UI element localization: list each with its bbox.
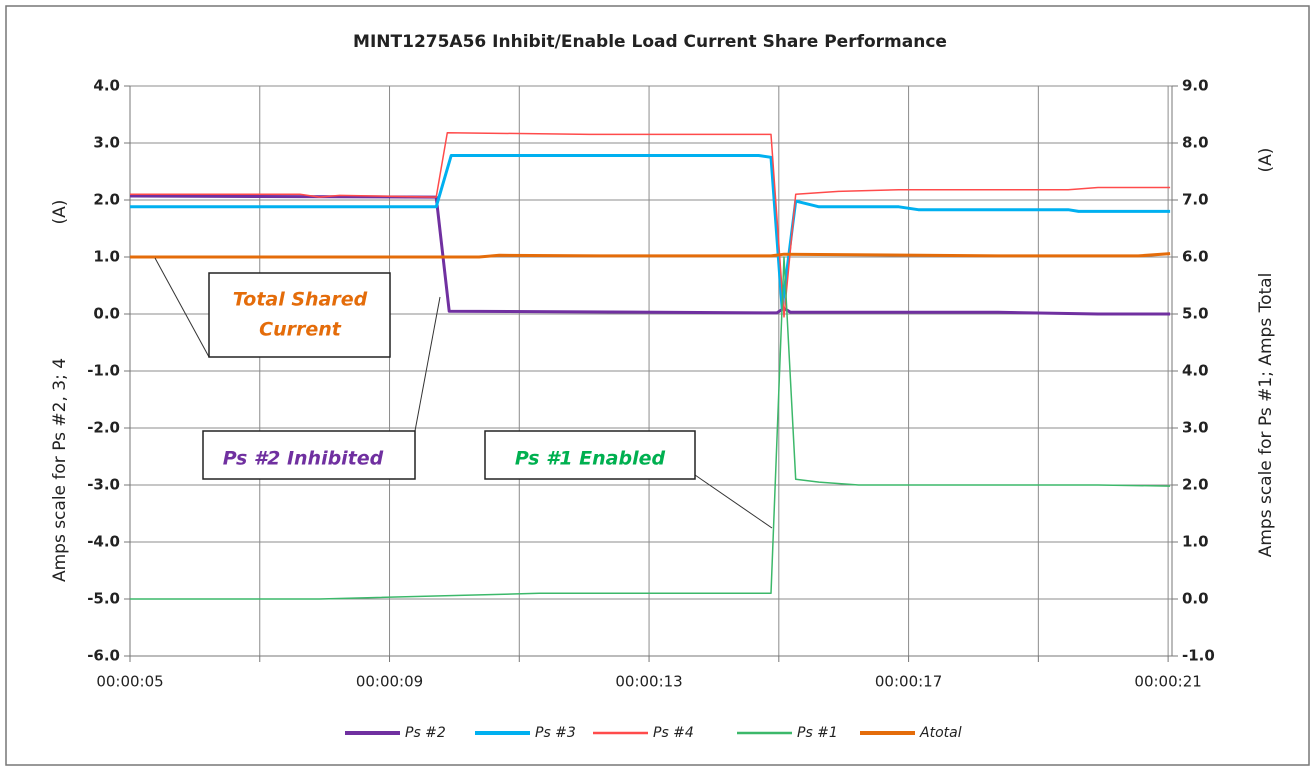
y2-tick-label: 3.0	[1182, 419, 1209, 437]
y2-tick-label: 6.0	[1182, 248, 1209, 266]
x-tick-label: 00:00:17	[875, 673, 942, 691]
x-tick-label: 00:00:13	[615, 673, 682, 691]
y-tick-label: -1.0	[87, 362, 120, 380]
annotation-box	[484, 430, 696, 480]
annotation-text: Current	[259, 319, 342, 341]
annotation-box	[208, 272, 391, 358]
y2-axis-label: Amps scale for Ps #1; Amps Total	[1256, 273, 1276, 558]
annotation-leader	[414, 296, 441, 432]
legend-label: Ps #4	[653, 725, 694, 741]
y2-tick-label: 1.0	[1182, 533, 1209, 551]
y2-tick-label: 2.0	[1182, 476, 1209, 494]
y-unit: (A)	[50, 200, 70, 225]
y-tick-label: 1.0	[93, 248, 120, 266]
annotation-leader	[694, 474, 773, 529]
annotation-box	[202, 430, 416, 480]
y-tick-label: 3.0	[93, 134, 120, 152]
series-line	[130, 252, 1171, 259]
y2-tick-label: 5.0	[1182, 305, 1209, 323]
y-tick-label: -2.0	[87, 419, 120, 437]
series-line	[130, 131, 1171, 318]
y-tick-label: -3.0	[87, 476, 120, 494]
y2-tick-label: -1.0	[1182, 647, 1215, 665]
y2-tick-label: 9.0	[1182, 77, 1209, 95]
y-tick-label: 2.0	[93, 191, 120, 209]
y-tick-label: -4.0	[87, 533, 120, 551]
x-tick-label: 00:00:05	[96, 673, 163, 691]
y-tick-label: 0.0	[93, 305, 120, 323]
y2-unit: (A)	[1256, 148, 1276, 173]
annotation-text: Ps #2 Inhibited	[223, 448, 384, 470]
x-tick-label: 00:00:09	[356, 673, 423, 691]
y2-tick-label: 8.0	[1182, 134, 1209, 152]
y-tick-label: -5.0	[87, 590, 120, 608]
y-tick-label: 4.0	[93, 77, 120, 95]
y2-tick-label: 0.0	[1182, 590, 1209, 608]
x-tick-label: 00:00:21	[1134, 673, 1201, 691]
legend-label: Ps #1	[797, 725, 838, 741]
y2-tick-label: 7.0	[1182, 191, 1209, 209]
annotation-leader	[154, 257, 210, 358]
annotation-text: Total Shared	[233, 289, 368, 311]
y-tick-label: -6.0	[87, 647, 120, 665]
annotation-text: Ps #1 Enabled	[515, 448, 666, 470]
legend-label: Atotal	[919, 725, 962, 741]
y-axis-label: Amps scale for Ps #2, 3; 4	[50, 358, 70, 582]
series-line	[130, 256, 1171, 600]
chart-title: MINT1275A56 Inhibit/Enable Load Current …	[353, 32, 947, 52]
legend-label: Ps #3	[535, 725, 576, 741]
chart-frame	[5, 5, 1310, 766]
y2-tick-label: 4.0	[1182, 362, 1209, 380]
legend-label: Ps #2	[405, 725, 446, 741]
